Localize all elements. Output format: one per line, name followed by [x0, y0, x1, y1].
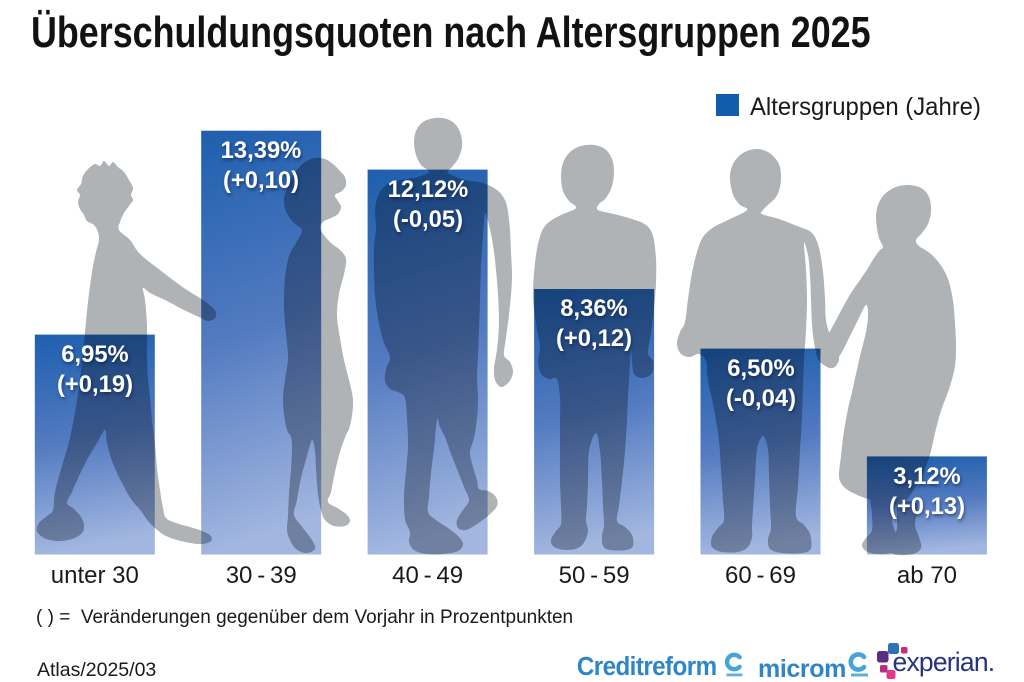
svg-text:experian.: experian. — [893, 647, 995, 677]
svg-text:microm: microm — [758, 655, 846, 680]
svg-text:Creditreform: Creditreform — [577, 652, 717, 680]
